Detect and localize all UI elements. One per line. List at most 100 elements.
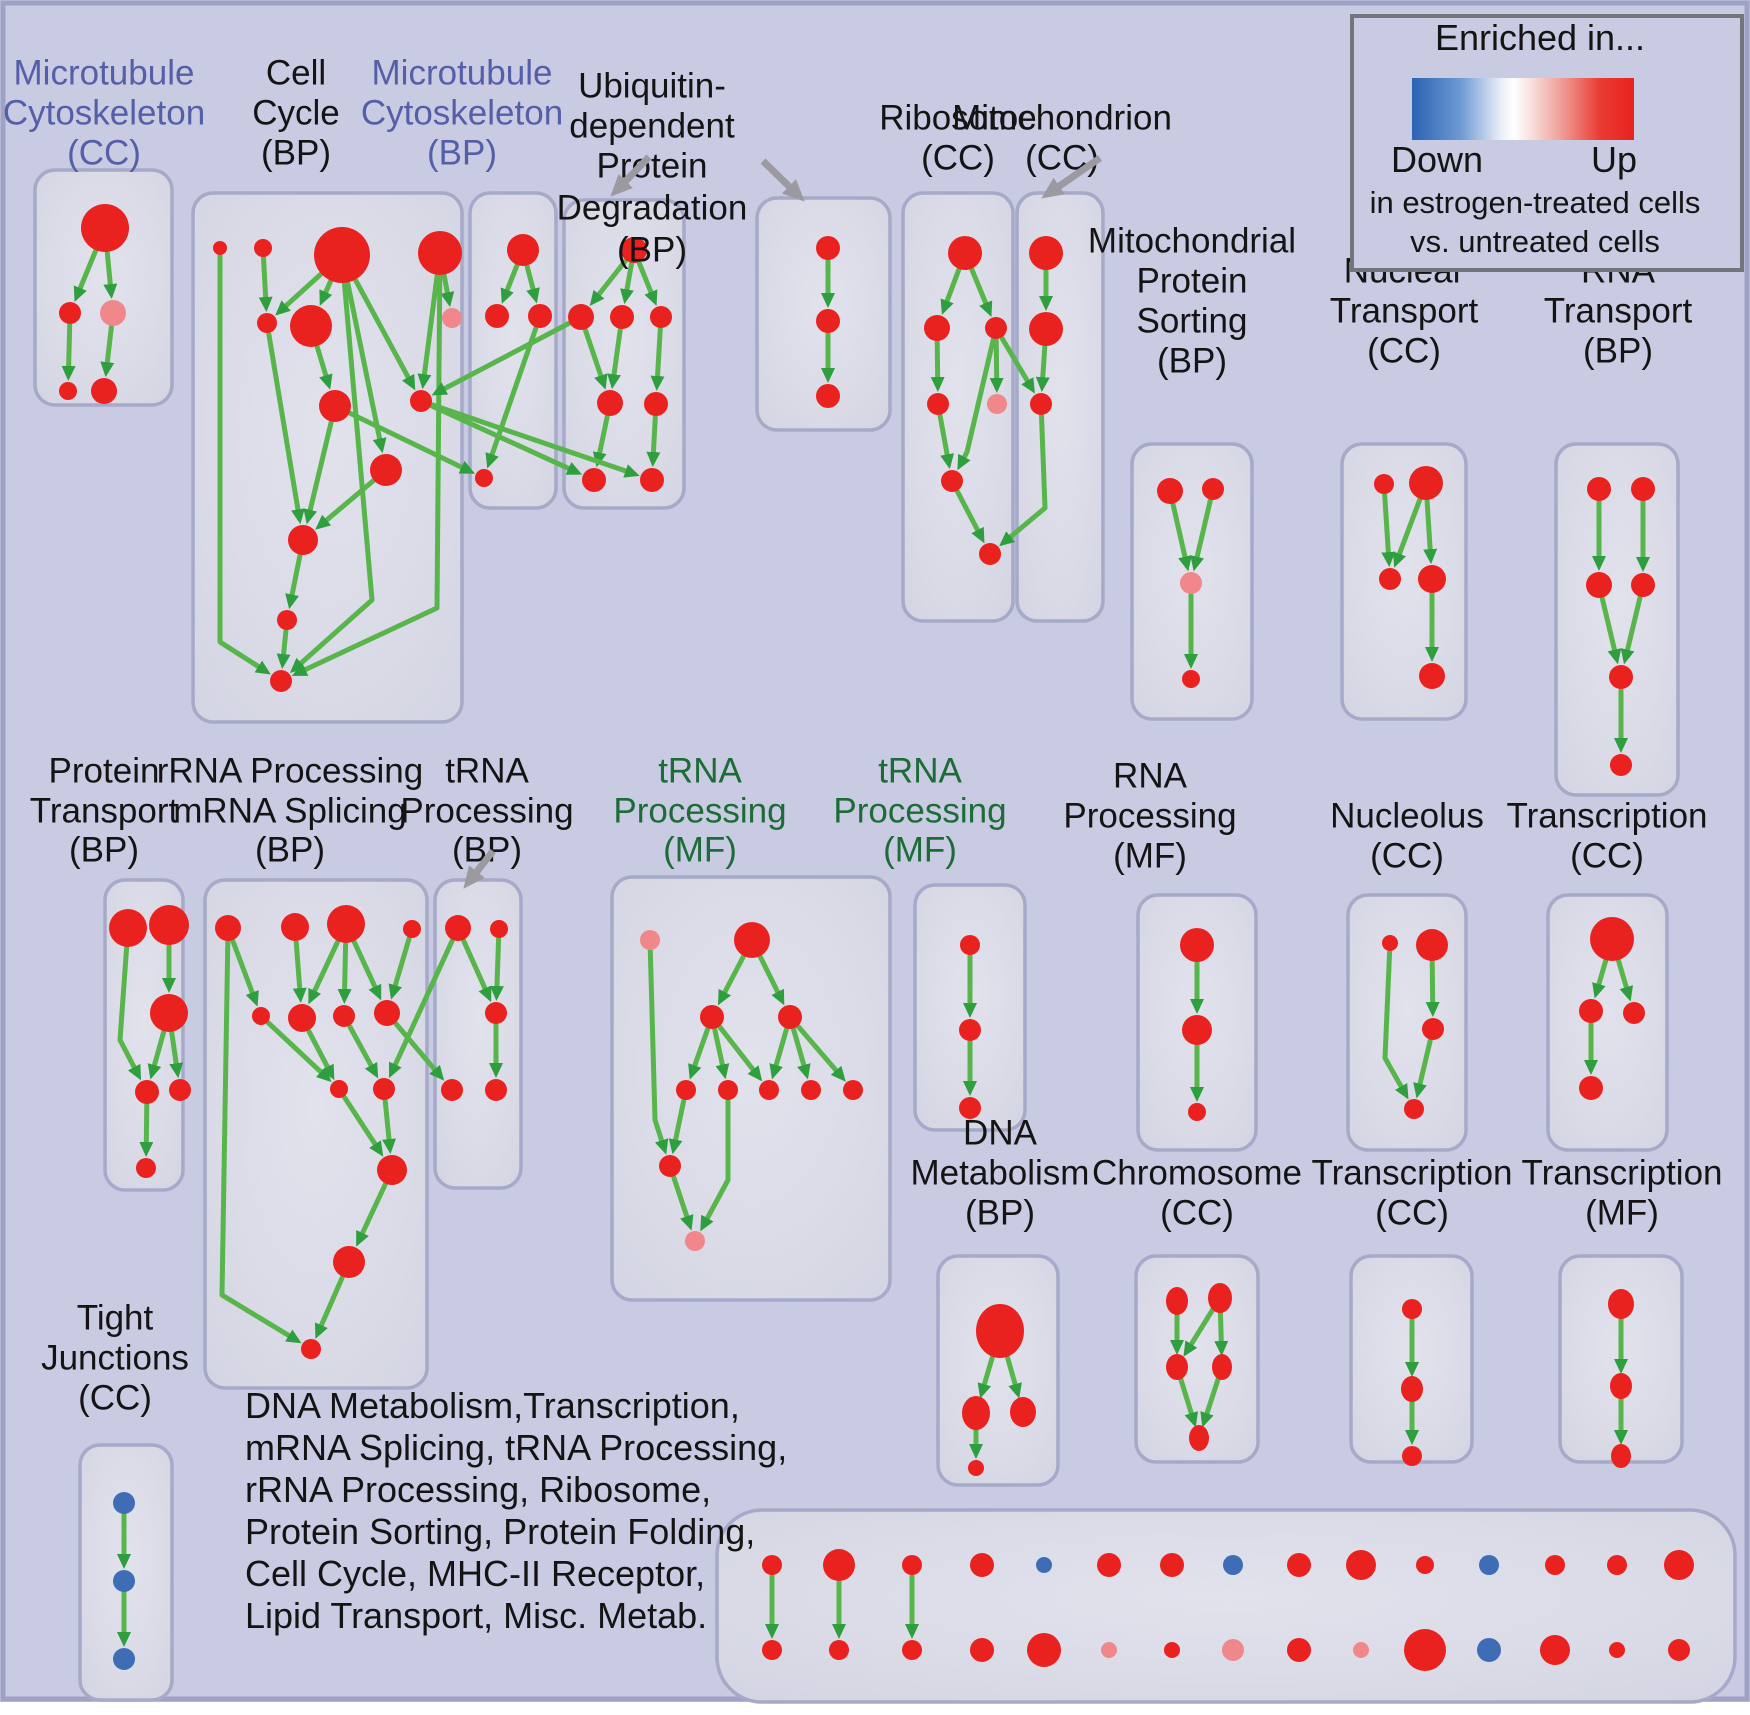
node-cell-cycle-n11 — [277, 610, 297, 630]
edge-chromosome-t2-m2 — [1214, 1308, 1229, 1356]
edge-trna-processing-mf-1-pt-d — [647, 948, 669, 1155]
node-ribosome-t — [948, 236, 982, 270]
cross-edge-4 — [999, 335, 1035, 394]
node-ubiquitin-degradation-2-b — [816, 309, 840, 333]
strip-node-top-10 — [1416, 1556, 1434, 1574]
edge-ribosome-ll-m2 — [937, 413, 955, 470]
edge-trna-processing-mf-1-mb-c5 — [796, 1024, 846, 1082]
node-trna-processing-mf-1-c5 — [843, 1080, 863, 1100]
cluster-label-trna-processing-mf-2: tRNA — [878, 751, 962, 790]
edge-ubiquitin-degradation-1-t-m1 — [589, 258, 628, 306]
cluster-label-rna-processing-mf: RNA — [1113, 756, 1188, 795]
edge-cell-cycle-n4-pk — [440, 273, 455, 308]
edge-mitochondrial-protein-sorting-t2-pk — [1190, 498, 1213, 572]
edge-nuclear-transport-t2-mr — [1423, 498, 1438, 565]
node-cell-cycle-n10 — [288, 525, 318, 555]
cluster-label-ribosome: (CC) — [921, 138, 995, 177]
node-microtubule-cc-c — [100, 300, 126, 326]
node-protein-transport-t2 — [149, 905, 189, 945]
cross-edge-3 — [429, 402, 640, 478]
node-ubiquitin-degradation-1-m1 — [568, 304, 594, 330]
edge-microtubule-cc-c-e — [100, 324, 115, 378]
node-ribosome-mr — [985, 317, 1007, 339]
node-protein-transport-mid — [150, 994, 188, 1032]
edge-transcription-cc-mid-big-mr — [1616, 958, 1634, 1002]
strip-node-top-8 — [1287, 1553, 1311, 1577]
strip-node-bottom-11 — [1477, 1638, 1501, 1662]
edge-protein-transport-t1-s1 — [117, 945, 142, 1081]
legend-subtitle-line1: in estrogen-treated cells — [1370, 185, 1701, 220]
node-rrna-processing-mrna-splicing-r3 — [327, 905, 365, 943]
strip-node-bottom-0 — [762, 1640, 782, 1660]
node-mitochondrial-protein-sorting-bt — [1182, 670, 1200, 688]
misc-text-line: mRNA Splicing, tRNA Processing, — [245, 1427, 787, 1468]
node-ribosome-m2 — [941, 470, 963, 492]
node-cell-cycle-n3 — [314, 227, 370, 283]
node-chromosome-t1 — [1166, 1287, 1188, 1315]
floating-label-ubiquitin-degradation: Protein — [597, 146, 708, 185]
node-transcription-cc-mid-ml — [1579, 999, 1603, 1023]
node-mitochondrion-a — [1029, 236, 1063, 270]
node-cell-cycle-n6 — [290, 305, 332, 347]
edge-ribosome-t-mr — [969, 267, 993, 317]
cluster-label-rna-processing-mf: (MF) — [1113, 836, 1187, 875]
cluster-label-trna-processing-mf-1: (MF) — [663, 830, 737, 869]
cluster-label-tight-junctions: Junctions — [41, 1338, 189, 1377]
edge-transcription-cc-mid-big-ml — [1592, 958, 1609, 999]
node-trna-processing-bp-t2 — [490, 920, 508, 938]
edge-ubiquitin-degradation-1-t-m3 — [636, 260, 658, 306]
edge-cell-cycle-n3-n12 — [289, 281, 375, 674]
strip-node-top-7 — [1223, 1555, 1243, 1575]
node-trna-processing-mf-1-c2 — [718, 1080, 738, 1100]
edge-rrna-processing-mrna-splicing-q2-p1 — [306, 1028, 335, 1081]
cluster-label-rrna-processing-mrna-splicing: rRNA Processing — [157, 751, 423, 790]
node-protein-transport-t1 — [109, 909, 147, 947]
cluster-label-trna-processing-mf-1: Processing — [613, 791, 786, 830]
node-trna-processing-mf-1-d — [659, 1155, 681, 1177]
edge-chromosome-t2-m1 — [1183, 1306, 1216, 1357]
node-tight-junctions-b — [113, 1570, 135, 1592]
node-ubiquitin-degradation-2-a — [816, 236, 840, 260]
strip-node-bottom-5 — [1101, 1642, 1117, 1658]
strip-node-bottom-4 — [1027, 1633, 1061, 1667]
node-rrna-processing-mrna-splicing-mid — [333, 1246, 365, 1278]
edge-cell-cycle-n11-n12 — [276, 628, 291, 670]
node-microtubule-cc-d — [59, 382, 77, 400]
edge-mitochondrion-b-c — [1035, 344, 1050, 393]
edge-nucleolus-big-mid — [1425, 959, 1440, 1017]
edge-cell-cycle-n10-n11 — [285, 553, 303, 610]
edge-ubiquitin-degradation-1-t-m2 — [620, 261, 634, 305]
cluster-box-trna-processing-mf-2 — [913, 883, 1027, 1132]
node-trna-processing-mf-1-c3 — [759, 1080, 779, 1100]
strip-node-bottom-3 — [970, 1638, 994, 1662]
cross-edge-1 — [431, 321, 572, 396]
cluster-label-mitochondrial-protein-sorting: Protein — [1137, 261, 1248, 300]
strip-node-bottom-1 — [829, 1640, 849, 1660]
cross-edge-0 — [347, 410, 476, 474]
legend: Enriched in... Down Up in estrogen-treat… — [1350, 14, 1744, 272]
strip-node-bottom-2 — [902, 1640, 922, 1660]
cluster-label-dna-metabolism: (BP) — [965, 1193, 1035, 1232]
strip-node-top-6 — [1160, 1553, 1184, 1577]
floating-label-ubiquitin-degradation: dependent — [569, 106, 735, 145]
cluster-label-transcription-mf: Transcription — [1522, 1153, 1723, 1192]
cluster-label-nucleolus: Nucleolus — [1330, 796, 1484, 835]
legend-down-label: Down — [1391, 139, 1483, 180]
cluster-label-microtubule-bp: Cytoskeleton — [361, 93, 563, 132]
misc-text-line: rRNA Processing, Ribosome, — [245, 1469, 711, 1510]
node-mitochondrion-c — [1030, 393, 1052, 415]
strip-node-bottom-13 — [1609, 1642, 1625, 1658]
strip-node-top-5 — [1097, 1553, 1121, 1577]
edge-microtubule-cc-a-b — [73, 248, 98, 302]
floating-label-ubiquitin-degradation: Ubiquitin- — [578, 66, 726, 105]
node-trna-processing-bp-mid — [485, 1002, 507, 1024]
edge-trna-processing-mf-1-ma-c2 — [712, 1027, 730, 1080]
legend-box — [1350, 14, 1744, 272]
node-trna-processing-mf-1-c4 — [801, 1080, 821, 1100]
cross-edge-7 — [388, 938, 455, 1079]
node-ubiquitin-degradation-1-b2 — [640, 468, 664, 492]
node-tight-junctions-c — [113, 1648, 135, 1670]
node-trna-processing-mf-1-c1 — [676, 1080, 696, 1100]
node-microtubule-bp-s — [475, 469, 493, 487]
